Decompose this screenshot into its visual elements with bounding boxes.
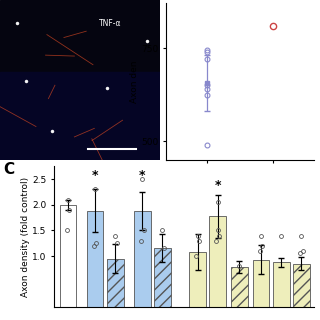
Text: *: * <box>214 179 221 192</box>
Text: C: C <box>3 162 14 177</box>
Bar <box>209 216 226 307</box>
Y-axis label: Axon den: Axon den <box>130 60 139 103</box>
Bar <box>189 252 206 307</box>
Bar <box>0 0 160 72</box>
Bar <box>252 260 269 307</box>
Bar <box>0 72 160 160</box>
Bar <box>107 259 124 307</box>
Text: *: * <box>92 169 98 182</box>
Y-axis label: Axon density (fold control): Axon density (fold control) <box>20 177 30 297</box>
Bar <box>60 205 76 307</box>
Text: *: * <box>139 169 145 182</box>
Bar <box>273 262 290 307</box>
Bar <box>293 264 310 307</box>
Bar <box>86 211 103 307</box>
Bar <box>134 211 150 307</box>
Text: TNF-α: TNF-α <box>99 19 122 28</box>
Bar <box>231 267 248 307</box>
Bar <box>154 248 171 307</box>
